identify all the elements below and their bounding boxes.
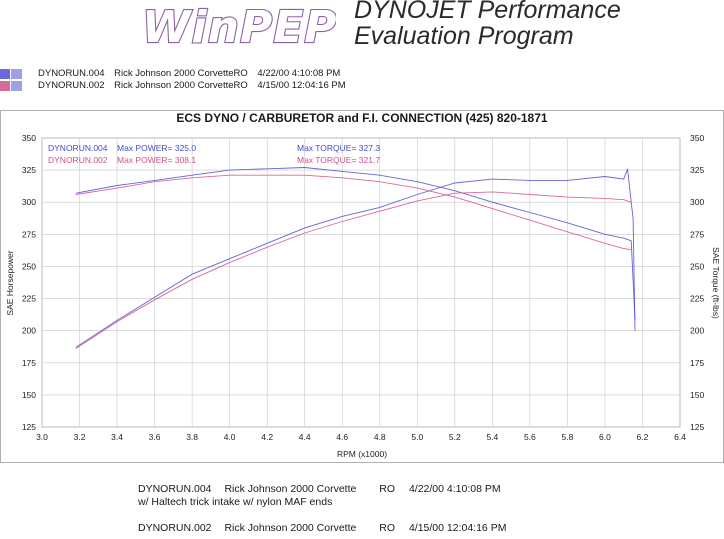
tagline-line1: DYNOJET Performance [354, 0, 621, 24]
y2-tick-label: 300 [690, 197, 704, 207]
run-notes: DYNORUN.004 Rick Johnson 2000 Corvette R… [138, 483, 506, 535]
x-tick-label: 4.4 [299, 432, 311, 442]
run-list: DYNORUN.004 Rick Johnson 2000 CorvetteRO… [0, 68, 724, 92]
note-detail: w/ Haltech trick intake w/ nylon MAF end… [138, 496, 333, 508]
chart-title: ECS DYNO / CARBURETOR and F.I. CONNECTIO… [176, 111, 548, 125]
run-color-swatch-secondary [11, 69, 22, 79]
run-file: DYNORUN.002 [38, 80, 105, 91]
x-tick-label: 4.8 [374, 432, 386, 442]
legend-power-004: Max POWER= 325.0 [117, 143, 196, 153]
series-dynorun-004-power [75, 168, 636, 348]
y2-tick-label: 250 [690, 261, 704, 271]
x-tick-label: 5.2 [449, 432, 461, 442]
y2-tick-label: 125 [690, 422, 704, 432]
run-color-swatch-secondary [11, 81, 22, 91]
x-tick-label: 5.6 [524, 432, 536, 442]
x-tick-label: 6.4 [674, 432, 686, 442]
legend-power-002: Max POWER= 308.1 [117, 155, 196, 165]
run-row[interactable]: DYNORUN.004 Rick Johnson 2000 CorvetteRO… [0, 68, 724, 80]
grid [41, 137, 681, 428]
legend-torque-004: Max TORQUE= 327.3 [297, 143, 380, 153]
y-tick-label: 275 [22, 229, 36, 239]
run-date: 4/22/00 4:10:08 PM [257, 68, 341, 79]
y2-tick-label: 225 [690, 294, 704, 304]
series-dynorun-004-torque [75, 167, 636, 321]
axes: 3.0 3.2 3.4 3.6 3.8 4.0 4.2 4.4 4.6 4.8 5.0 5.2 5.4 5… [22, 133, 705, 442]
note-file: DYNORUN.004 [138, 483, 212, 495]
y-tick-label: 175 [22, 358, 36, 368]
x-tick-label: 3.2 [74, 432, 86, 442]
x-tick-label: 5.4 [486, 432, 498, 442]
y2-tick-label: 150 [690, 390, 704, 400]
legend: DYNORUN.004 Max POWER= 325.0 Max TORQUE=… [48, 143, 380, 165]
dyno-chart: ECS DYNO / CARBURETOR and F.I. CONNECTIO… [0, 102, 724, 466]
y-tick-label: 350 [22, 133, 36, 143]
note-name: Rick Johnson 2000 Corvette [224, 483, 357, 495]
note-ro: RO [379, 522, 396, 534]
x-tick-label: 4.2 [261, 432, 273, 442]
x-tick-label: 4.6 [336, 432, 348, 442]
legend-run-002: DYNORUN.002 [48, 155, 108, 165]
header: WinPEP DYNOJET Performance Evaluation Pr… [0, 0, 724, 62]
note-date: 4/15/00 12:04:16 PM [408, 522, 507, 534]
y2-tick-label: 350 [690, 133, 704, 143]
x-tick-label: 3.8 [186, 432, 198, 442]
run-color-swatch [0, 69, 10, 79]
y2-axis-label: SAE Torque (ft-lbs) [711, 247, 721, 319]
y-tick-label: 300 [22, 197, 36, 207]
plot-area [41, 137, 681, 428]
note-row: DYNORUN.004 Rick Johnson 2000 Corvette R… [138, 483, 506, 496]
run-date: 4/15/00 12:04:16 PM [257, 80, 346, 91]
series-dynorun-002-torque [75, 174, 632, 251]
x-tick-label: 5.8 [561, 432, 573, 442]
logo-text: WinPEP [142, 2, 336, 50]
y-tick-label: 200 [22, 326, 36, 336]
note-ro: RO [379, 483, 396, 495]
run-color-swatch [0, 81, 10, 91]
note-name: Rick Johnson 2000 Corvette [224, 522, 357, 534]
y-axis-label: SAE Horsepower [5, 250, 15, 315]
x-tick-label: 3.0 [36, 432, 48, 442]
y2-tick-label: 175 [690, 358, 704, 368]
x-tick-label: 5.0 [411, 432, 423, 442]
legend-run-004: DYNORUN.004 [48, 143, 108, 153]
y-tick-label: 225 [22, 294, 36, 304]
x-tick-label: 3.6 [149, 432, 161, 442]
x-tick-label: 4.0 [224, 432, 236, 442]
run-row[interactable]: DYNORUN.002 Rick Johnson 2000 CorvetteRO… [0, 80, 724, 92]
tagline-line2: Evaluation Program [354, 22, 574, 50]
legend-torque-002: Max TORQUE= 321.7 [297, 155, 380, 165]
series-dynorun-002-power [75, 191, 632, 349]
winpep-logo: WinPEP [141, 1, 336, 50]
note-row: DYNORUN.002 Rick Johnson 2000 Corvette R… [138, 522, 506, 535]
note-file: DYNORUN.002 [138, 522, 212, 534]
y-tick-label: 125 [22, 422, 36, 432]
y2-tick-label: 275 [690, 229, 704, 239]
chart-svg: ECS DYNO / CARBURETOR and F.I. CONNECTIO… [0, 110, 724, 463]
run-name: Rick Johnson 2000 CorvetteRO [114, 80, 248, 91]
y2-tick-label: 200 [690, 326, 704, 336]
note-date: 4/22/00 4:10:08 PM [408, 483, 501, 495]
x-tick-label: 6.2 [637, 432, 649, 442]
y-tick-label: 150 [22, 390, 36, 400]
x-tick-label: 3.4 [111, 432, 123, 442]
run-name: Rick Johnson 2000 CorvetteRO [114, 68, 248, 79]
run-file: DYNORUN.004 [38, 68, 105, 79]
x-axis-label: RPM (x1000) [337, 449, 387, 459]
y-tick-label: 250 [22, 261, 36, 271]
series [75, 167, 636, 349]
y-tick-label: 325 [22, 165, 36, 175]
y2-tick-label: 325 [690, 165, 704, 175]
x-tick-label: 6.0 [599, 432, 611, 442]
